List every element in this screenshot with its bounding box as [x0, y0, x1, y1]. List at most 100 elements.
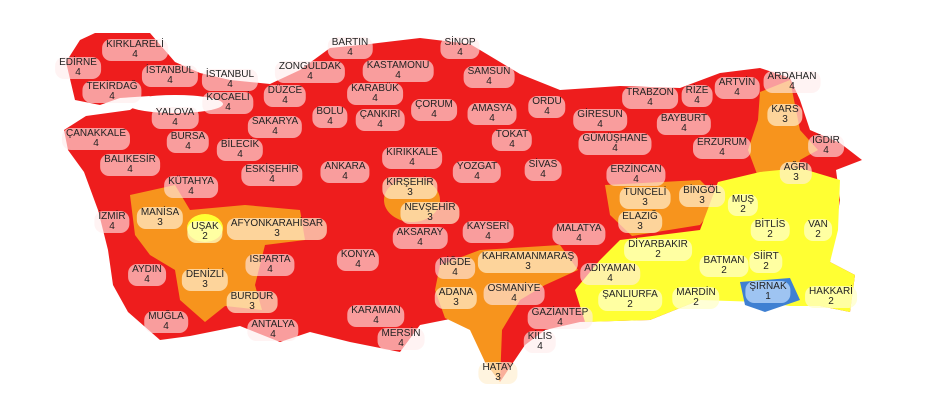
marmara-sea [127, 95, 223, 113]
province-level: 3 [202, 279, 208, 290]
province-level: 2 [815, 229, 821, 240]
province-label[interactable]: AKSARAY 4 [392, 227, 448, 249]
province-label[interactable]: NİĞDE 4 [435, 257, 475, 279]
province-label[interactable]: ZONGULDAK 4 [274, 61, 346, 83]
province-label[interactable]: RİZE 4 [681, 85, 713, 107]
province-label[interactable]: GÜMÜŞHANE 4 [578, 133, 652, 155]
province-label[interactable]: AFYONKARAHİSAR 3 [226, 218, 328, 240]
province-label[interactable]: GAZİANTEP 4 [527, 307, 593, 329]
province-label[interactable]: IĞDIR 4 [808, 135, 844, 157]
province-label[interactable]: VAN 2 [804, 219, 832, 241]
province-label[interactable]: TRABZON 4 [622, 87, 678, 109]
province-label[interactable]: KİLİS 4 [523, 331, 557, 353]
province-label[interactable]: MALATYA 4 [552, 223, 606, 245]
province-label[interactable]: KASTAMONU 4 [362, 60, 434, 82]
province-label[interactable]: BİLECİK 4 [216, 139, 264, 161]
province-label[interactable]: ANTALYA 4 [247, 319, 299, 341]
province-label[interactable]: SİVAS 4 [524, 159, 562, 181]
province-label[interactable]: BALIKESİR 4 [100, 154, 160, 176]
province-label[interactable]: KIRKLARELİ 4 [102, 39, 168, 61]
province-label[interactable]: ADANA 3 [434, 287, 478, 309]
province-label[interactable]: SİNOP 4 [440, 37, 480, 59]
province-label[interactable]: KONYA 4 [336, 249, 380, 271]
province-label[interactable]: BİNGÖL 3 [679, 185, 725, 207]
province-label[interactable]: GİRESUN 4 [573, 109, 627, 131]
province-label[interactable]: NEVŞEHİR 3 [400, 202, 460, 224]
province-label[interactable]: KAYSERİ 4 [462, 221, 514, 243]
province-label[interactable]: HATAY 3 [478, 362, 518, 384]
province-level: 4 [163, 321, 169, 332]
province-label[interactable]: OSMANİYE 4 [483, 283, 545, 305]
province-label[interactable]: DÜZCE 4 [263, 85, 307, 107]
province-label[interactable]: KARAMAN 4 [347, 305, 405, 327]
province-label[interactable]: MUĞLA 4 [144, 311, 188, 333]
province-label[interactable]: SAKARYA 4 [247, 116, 303, 138]
province-label[interactable]: BOLU 4 [312, 106, 348, 128]
province-level: 4 [132, 49, 138, 60]
province-label[interactable]: BARTIN 4 [327, 37, 373, 59]
province-label[interactable]: ÇANKIRI 4 [355, 109, 405, 131]
province-level: 4 [93, 138, 99, 149]
province-label[interactable]: İSTANBUL 4 [141, 65, 199, 87]
province-label[interactable]: KIRIKKALE 4 [382, 147, 442, 169]
province-level: 4 [612, 143, 618, 154]
province-label[interactable]: ANKARA 4 [320, 161, 370, 183]
province-label[interactable]: KIRŞEHİR 3 [382, 177, 438, 199]
province-label[interactable]: ADIYAMAN 4 [580, 263, 640, 285]
province-label[interactable]: ORDU 4 [528, 96, 566, 118]
province-name: AMASYA [471, 103, 513, 114]
province-label[interactable]: BİTLİS 2 [750, 219, 790, 241]
province-level: 4 [188, 186, 194, 197]
province-name: ARTVİN [718, 77, 756, 88]
province-label[interactable]: KOCAELİ 4 [202, 92, 254, 114]
province-name: ORDU [532, 96, 562, 107]
province-label[interactable]: DİYARBAKIR 2 [624, 239, 692, 261]
province-label[interactable]: BURDUR 3 [226, 291, 278, 313]
province-level: 3 [407, 187, 413, 198]
province-label[interactable]: SİİRT 2 [749, 251, 783, 273]
province-name: KIRŞEHİR [386, 177, 434, 188]
province-label[interactable]: ESKİŞEHİR 4 [241, 164, 303, 186]
province-label[interactable]: HAKKARİ 2 [805, 286, 857, 308]
province-label[interactable]: YOZGAT 4 [452, 161, 502, 183]
province-label[interactable]: BURSA 4 [166, 131, 210, 153]
province-label[interactable]: İSTANBUL 4 [201, 69, 259, 91]
province-label[interactable]: ELAZIĞ 3 [618, 211, 662, 233]
province-label[interactable]: ŞANLIURFA 2 [598, 289, 662, 311]
province-label[interactable]: EDİRNE 4 [55, 57, 101, 79]
province-label[interactable]: MERSİN 4 [377, 328, 425, 350]
province-label[interactable]: TUNCELİ 3 [619, 187, 671, 209]
province-label[interactable]: TOKAT 4 [491, 129, 533, 151]
province-label[interactable]: AYDIN 4 [128, 264, 166, 286]
province-label[interactable]: YALOVA 4 [151, 107, 199, 129]
province-name: RİZE [685, 85, 709, 96]
province-label[interactable]: İZMİR 4 [94, 211, 130, 233]
province-label[interactable]: ÇANAKKALE 4 [61, 128, 131, 150]
province-label[interactable]: UŞAK 2 [187, 221, 223, 243]
province-label[interactable]: MANİSA 3 [136, 207, 184, 229]
province-label[interactable]: ŞIRNAK 1 [745, 281, 791, 303]
province-name: AĞRI [783, 162, 809, 173]
province-label[interactable]: AĞRI 3 [779, 162, 813, 184]
province-label[interactable]: ERZURUM 4 [693, 137, 751, 159]
province-label[interactable]: BAYBURT 4 [656, 113, 712, 135]
province-label[interactable]: DENİZLİ 3 [181, 269, 229, 291]
province-label[interactable]: MARDİN 2 [672, 287, 720, 309]
province-label[interactable]: ARTVİN 4 [714, 77, 760, 99]
province-label[interactable]: KAHRAMANMARAŞ 3 [477, 251, 579, 273]
province-level: 4 [75, 67, 81, 78]
province-label[interactable]: ÇORUM 4 [411, 99, 457, 121]
province-label[interactable]: BATMAN 2 [699, 255, 749, 277]
province-label[interactable]: KÜTAHYA 4 [164, 176, 218, 198]
province-label[interactable]: MUŞ 2 [727, 194, 759, 216]
province-label[interactable]: ERZİNCAN 4 [606, 164, 666, 186]
province-level: 2 [828, 296, 834, 307]
province-label[interactable]: KARS 3 [767, 104, 803, 126]
province-label[interactable]: AMASYA 4 [467, 103, 517, 125]
province-label[interactable]: ISPARTA 4 [245, 254, 295, 276]
province-name: SİVAS [528, 159, 558, 170]
province-label[interactable]: TEKİRDAĞ 4 [82, 81, 142, 103]
province-label[interactable]: KARABÜK 4 [347, 83, 403, 105]
province-label[interactable]: SAMSUN 4 [463, 66, 515, 88]
province-label[interactable]: ARDAHAN 4 [763, 71, 821, 93]
